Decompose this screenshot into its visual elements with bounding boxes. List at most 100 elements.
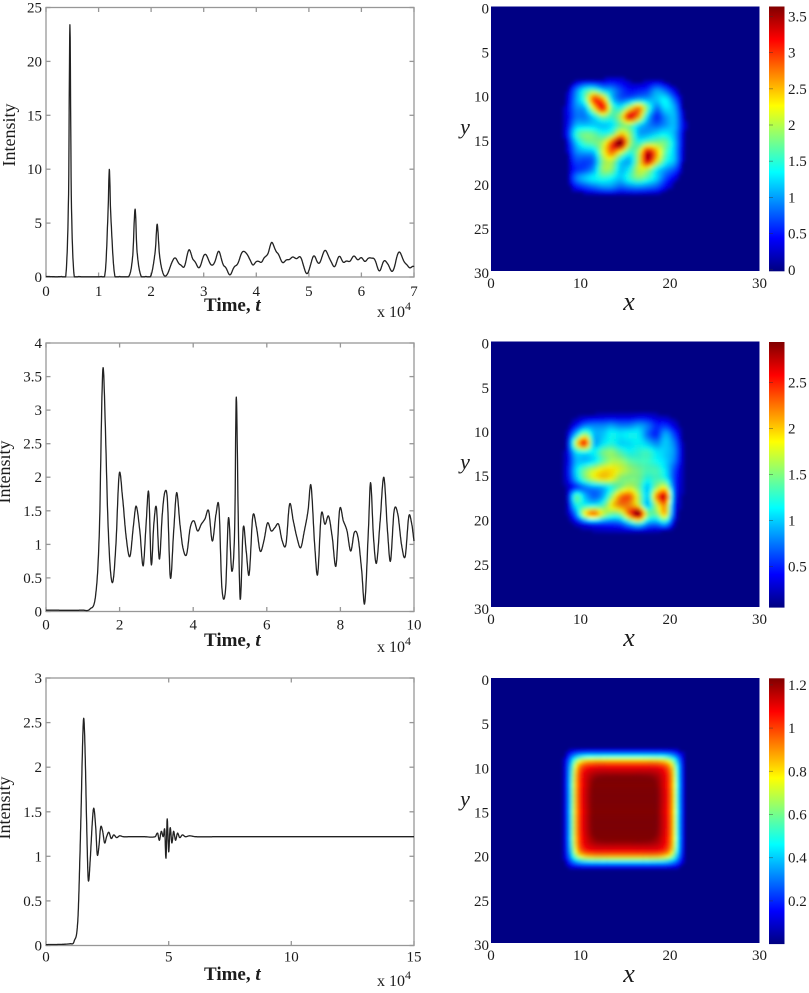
svg-text:Time, t: Time, t — [204, 630, 261, 651]
svg-text:0: 0 — [487, 276, 495, 292]
svg-text:5: 5 — [482, 46, 490, 62]
svg-text:0: 0 — [482, 673, 490, 689]
svg-text:6: 6 — [358, 284, 366, 300]
svg-text:1: 1 — [35, 849, 43, 865]
svg-text:30: 30 — [752, 276, 767, 292]
svg-text:25: 25 — [474, 558, 489, 574]
svg-text:2.5: 2.5 — [23, 716, 42, 732]
svg-text:0: 0 — [482, 2, 490, 18]
svg-text:10: 10 — [407, 618, 422, 634]
svg-text:10: 10 — [27, 162, 42, 178]
svg-text:3: 3 — [35, 671, 43, 687]
svg-text:0.5: 0.5 — [23, 571, 42, 587]
svg-text:25: 25 — [27, 1, 42, 17]
svg-text:10: 10 — [573, 948, 588, 964]
svg-text:10: 10 — [573, 276, 588, 292]
svg-text:y: y — [458, 786, 470, 811]
svg-text:25: 25 — [474, 222, 489, 238]
svg-text:y: y — [458, 114, 470, 139]
svg-text:30: 30 — [752, 612, 767, 628]
svg-text:20: 20 — [27, 54, 42, 70]
svg-text:x: x — [622, 287, 635, 316]
svg-text:15: 15 — [407, 950, 422, 966]
svg-text:5: 5 — [305, 284, 313, 300]
svg-text:30: 30 — [474, 602, 489, 618]
svg-text:30: 30 — [474, 938, 489, 954]
svg-text:0.2: 0.2 — [788, 894, 807, 910]
svg-text:2: 2 — [35, 760, 43, 776]
svg-text:8: 8 — [337, 618, 345, 634]
svg-text:3.5: 3.5 — [23, 370, 42, 386]
svg-text:Time, t: Time, t — [204, 295, 261, 316]
svg-text:15: 15 — [474, 134, 489, 150]
svg-text:3.5: 3.5 — [788, 9, 807, 25]
svg-text:0: 0 — [487, 612, 495, 628]
svg-text:15: 15 — [474, 806, 489, 822]
svg-text:2: 2 — [116, 618, 124, 634]
svg-text:10: 10 — [474, 761, 489, 777]
svg-text:6: 6 — [263, 618, 271, 634]
svg-text:7: 7 — [410, 284, 418, 300]
svg-text:0: 0 — [487, 948, 495, 964]
svg-text:0: 0 — [35, 939, 43, 955]
svg-text:x: x — [622, 623, 635, 652]
svg-text:0: 0 — [788, 263, 796, 279]
svg-text:1: 1 — [95, 284, 103, 300]
svg-text:0.4: 0.4 — [788, 851, 807, 867]
svg-text:x: x — [622, 959, 635, 988]
svg-text:0: 0 — [42, 284, 50, 300]
svg-text:15: 15 — [27, 108, 42, 124]
svg-text:3: 3 — [35, 403, 43, 419]
svg-text:0: 0 — [42, 950, 50, 966]
svg-text:1.5: 1.5 — [23, 805, 42, 821]
svg-text:20: 20 — [663, 612, 678, 628]
svg-text:0: 0 — [482, 337, 490, 353]
svg-text:1.2: 1.2 — [788, 678, 807, 694]
svg-text:0: 0 — [35, 605, 43, 621]
svg-text:5: 5 — [165, 950, 173, 966]
svg-text:3: 3 — [788, 46, 796, 62]
svg-text:2: 2 — [147, 284, 155, 300]
svg-text:0: 0 — [42, 618, 50, 634]
svg-text:2.5: 2.5 — [788, 376, 807, 392]
svg-text:20: 20 — [474, 514, 489, 530]
svg-text:0.6: 0.6 — [788, 808, 807, 824]
svg-text:0.5: 0.5 — [788, 227, 807, 243]
svg-text:30: 30 — [752, 948, 767, 964]
svg-text:Intensity: Intensity — [0, 441, 14, 504]
svg-text:20: 20 — [663, 948, 678, 964]
svg-text:30: 30 — [474, 266, 489, 282]
svg-text:1.5: 1.5 — [23, 504, 42, 520]
svg-text:10: 10 — [474, 90, 489, 106]
svg-text:1: 1 — [35, 537, 43, 553]
svg-text:5: 5 — [482, 717, 490, 733]
svg-text:2: 2 — [35, 470, 43, 486]
svg-text:25: 25 — [474, 894, 489, 910]
svg-text:0.5: 0.5 — [23, 894, 42, 910]
svg-text:y: y — [458, 449, 470, 474]
svg-text:1: 1 — [788, 190, 796, 206]
svg-text:x 104: x 104 — [377, 299, 411, 321]
svg-text:20: 20 — [663, 276, 678, 292]
svg-text:2.5: 2.5 — [788, 82, 807, 98]
svg-text:x 104: x 104 — [377, 968, 411, 988]
svg-text:15: 15 — [474, 469, 489, 485]
svg-text:Intensity: Intensity — [0, 104, 19, 167]
svg-text:1: 1 — [788, 721, 796, 737]
svg-text:Time, t: Time, t — [204, 964, 261, 985]
svg-text:20: 20 — [474, 850, 489, 866]
svg-text:2: 2 — [788, 118, 796, 134]
svg-text:1.5: 1.5 — [788, 468, 807, 484]
svg-text:2.5: 2.5 — [23, 437, 42, 453]
svg-text:x 104: x 104 — [377, 634, 411, 656]
svg-text:5: 5 — [35, 216, 43, 232]
svg-text:4: 4 — [189, 618, 197, 634]
svg-text:5: 5 — [482, 381, 490, 397]
svg-text:0: 0 — [35, 270, 43, 286]
svg-text:20: 20 — [474, 178, 489, 194]
svg-text:0.5: 0.5 — [788, 560, 807, 576]
svg-text:0.8: 0.8 — [788, 764, 807, 780]
svg-text:1: 1 — [788, 514, 796, 530]
svg-text:4: 4 — [253, 284, 261, 300]
svg-text:3: 3 — [200, 284, 208, 300]
